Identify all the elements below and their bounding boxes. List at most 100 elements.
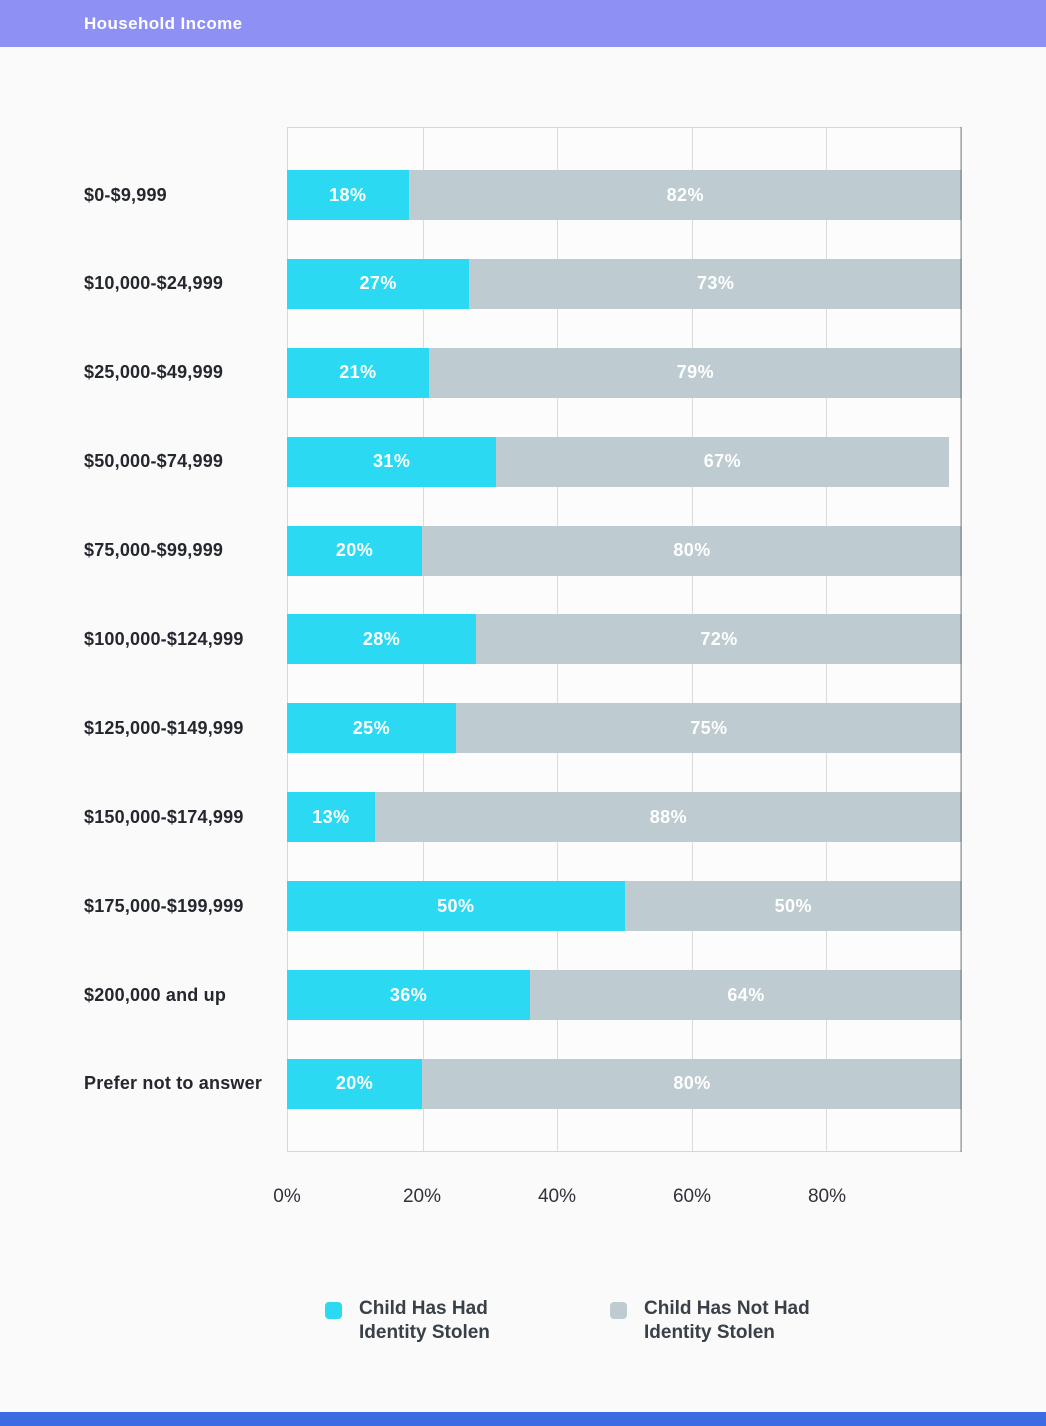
bar-segment-had-identity-stolen: 36%: [287, 970, 530, 1021]
category-label: $100,000-$124,999: [84, 628, 244, 649]
bar-value-label: 18%: [329, 184, 367, 205]
bar-segment-not-had-identity-stolen: 50%: [624, 881, 962, 932]
bar-track: 20% 80%: [287, 1058, 962, 1109]
bar-segment-had-identity-stolen: 20%: [287, 525, 422, 576]
chart-row: $150,000-$174,999 13% 88%: [84, 792, 962, 843]
bar-value-label: 79%: [676, 362, 714, 383]
bar-segment-not-had-identity-stolen: 67%: [496, 436, 949, 487]
chart-row: $125,000-$149,999 25% 75%: [84, 703, 962, 754]
bar-track: 25% 75%: [287, 703, 962, 754]
x-axis-tick-label: 40%: [537, 1186, 577, 1207]
bar-track: 50% 50%: [287, 881, 962, 932]
category-label: $50,000-$74,999: [84, 451, 224, 472]
bar-value-label: 73%: [697, 273, 735, 294]
bar-track: 36% 64%: [287, 970, 962, 1021]
x-axis-tick-label: 20%: [402, 1186, 442, 1207]
bar-value-label: 28%: [362, 628, 401, 649]
bar-segment-not-had-identity-stolen: 75%: [455, 703, 962, 754]
bar-segment-not-had-identity-stolen: 73%: [469, 258, 962, 309]
chart-row: $100,000-$124,999 28% 72%: [84, 614, 962, 665]
bar-rows: $0-$9,999 18% 82% $10,000-$24,999 27% 73…: [84, 127, 962, 1152]
x-axis-tick-label: 80%: [807, 1186, 847, 1207]
bar-value-label: 13%: [312, 806, 350, 827]
bar-value-label: 64%: [727, 984, 765, 1005]
category-label: $10,000-$24,999: [84, 273, 224, 294]
category-label: $150,000-$174,999: [84, 806, 244, 827]
category-label: $0-$9,999: [84, 184, 167, 205]
bar-segment-not-had-identity-stolen: 80%: [422, 1058, 962, 1109]
bar-segment-had-identity-stolen: 25%: [287, 703, 456, 754]
bar-segment-not-had-identity-stolen: 88%: [374, 792, 962, 843]
bar-segment-not-had-identity-stolen: 72%: [476, 614, 962, 665]
bar-value-label: 25%: [352, 717, 390, 738]
category-label: $75,000-$99,999: [84, 540, 224, 561]
bar-value-label: 80%: [673, 1073, 711, 1094]
x-axis-tick-label: 0%: [273, 1186, 301, 1207]
bar-value-label: 72%: [700, 628, 738, 649]
bar-value-label: 82%: [666, 184, 704, 205]
bar-track: 18% 82%: [287, 170, 962, 220]
chart-row: $175,000-$199,999 50% 50%: [84, 881, 962, 932]
chart-row: $200,000 and up 36% 64%: [84, 970, 962, 1021]
bar-segment-had-identity-stolen: 31%: [287, 436, 497, 487]
bar-value-label: 20%: [335, 1073, 374, 1094]
bar-value-label: 67%: [703, 451, 741, 472]
bar-segment-not-had-identity-stolen: 80%: [422, 525, 962, 576]
chart-row: $0-$9,999 18% 82%: [84, 170, 962, 220]
category-label: $200,000 and up: [84, 984, 227, 1005]
category-label: $25,000-$49,999: [84, 362, 224, 383]
chart-row: $10,000-$24,999 27% 73%: [84, 258, 962, 309]
legend-label-line: Identity Stolen: [644, 1322, 775, 1343]
legend-label: Child Has Had Identity Stolen: [359, 1297, 490, 1345]
bar-value-label: 20%: [335, 540, 374, 561]
bar-segment-not-had-identity-stolen: 64%: [530, 970, 962, 1021]
bar-value-label: 50%: [437, 895, 475, 916]
header-bar: Household Income: [0, 0, 1046, 47]
bar-segment-had-identity-stolen: 27%: [287, 258, 470, 309]
footer-accent-bar: [0, 1412, 1046, 1426]
bar-value-label: 21%: [339, 362, 377, 383]
bar-segment-had-identity-stolen: 13%: [287, 792, 375, 843]
bar-value-label: 50%: [774, 895, 812, 916]
bar-value-label: 80%: [673, 540, 711, 561]
category-label: $125,000-$149,999: [84, 717, 244, 738]
legend: Child Has Had Identity Stolen Child Has …: [0, 1297, 1046, 1377]
bar-segment-not-had-identity-stolen: 79%: [428, 347, 962, 398]
bar-segment-had-identity-stolen: 18%: [287, 170, 409, 220]
category-label: Prefer not to answer: [84, 1073, 263, 1094]
bar-segment-had-identity-stolen: 21%: [287, 347, 429, 398]
chart-row: $50,000-$74,999 31% 67%: [84, 436, 962, 487]
bar-value-label: 75%: [690, 717, 728, 738]
bar-track: 28% 72%: [287, 614, 962, 665]
bar-track: 21% 79%: [287, 347, 962, 398]
chart-row: $25,000-$49,999 21% 79%: [84, 347, 962, 398]
legend-label-line: Identity Stolen: [359, 1322, 490, 1343]
legend-item-had-identity-stolen: Child Has Had Identity Stolen: [325, 1297, 490, 1345]
legend-swatch-had-icon: [325, 1302, 342, 1319]
legend-swatch-not-had-icon: [610, 1302, 627, 1319]
legend-item-not-had-identity-stolen: Child Has Not Had Identity Stolen: [610, 1297, 810, 1345]
bar-track: 13% 88%: [287, 792, 962, 843]
bar-segment-not-had-identity-stolen: 82%: [408, 170, 962, 220]
plot-right-border: [960, 127, 962, 1152]
page-title: Household Income: [84, 13, 243, 33]
chart-row: Prefer not to answer 20% 80%: [84, 1058, 962, 1109]
legend-label-line: Child Has Not Had: [644, 1298, 810, 1319]
x-axis: 0% 20% 40% 60% 80%: [273, 1152, 962, 1222]
legend-label-line: Child Has Had: [359, 1298, 488, 1319]
bar-track: 27% 73%: [287, 258, 962, 309]
bar-value-label: 36%: [389, 984, 428, 1005]
bar-track: 20% 80%: [287, 525, 962, 576]
bar-value-label: 31%: [373, 451, 411, 472]
bar-segment-had-identity-stolen: 20%: [287, 1058, 422, 1109]
bar-value-label: 27%: [359, 273, 397, 294]
x-axis-tick-label: 60%: [672, 1186, 712, 1207]
category-label: $175,000-$199,999: [84, 895, 244, 916]
bar-track: 31% 67%: [287, 436, 962, 487]
legend-label: Child Has Not Had Identity Stolen: [644, 1297, 810, 1345]
bar-segment-had-identity-stolen: 28%: [287, 614, 476, 665]
bar-value-label: 88%: [649, 806, 687, 827]
bar-segment-had-identity-stolen: 50%: [287, 881, 625, 932]
chart-row: $75,000-$99,999 20% 80%: [84, 525, 962, 576]
